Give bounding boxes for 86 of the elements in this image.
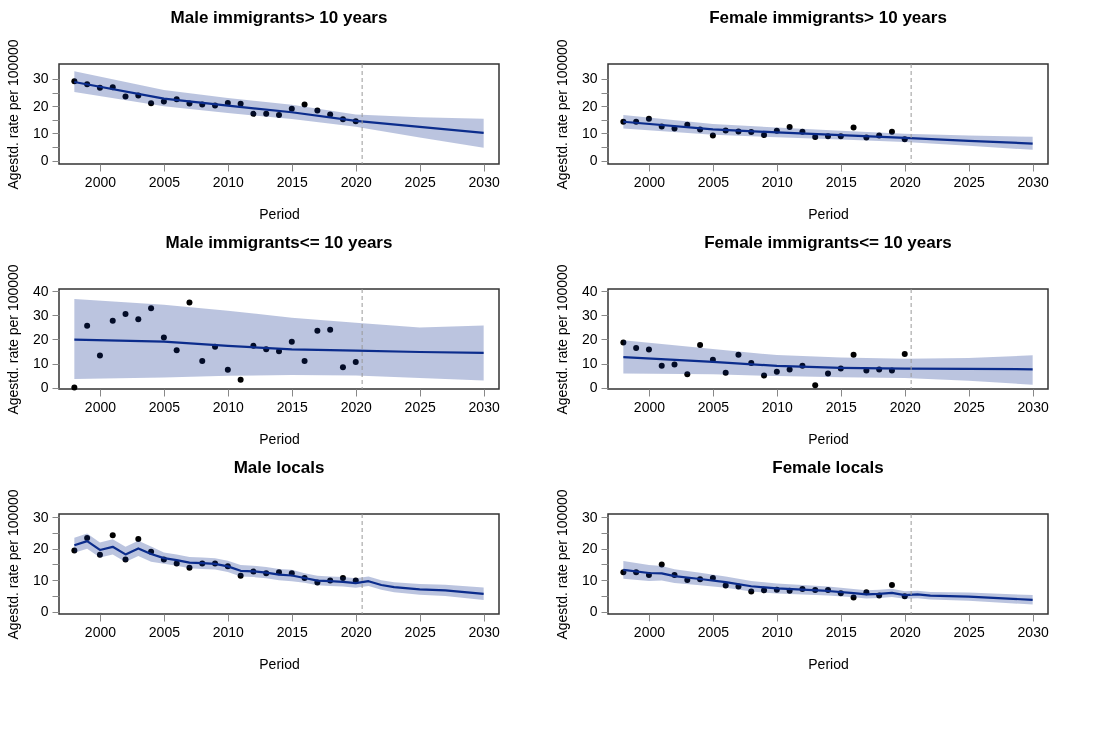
- y-axis-title: Agestd. rate per 100000: [4, 264, 21, 415]
- y-tick-label: 0: [40, 152, 49, 169]
- x-tick-label: 2005: [697, 623, 730, 640]
- y-tick-label: 20: [32, 540, 49, 557]
- x-tick-label: 2025: [404, 398, 436, 415]
- x-tick-label: 2000: [633, 173, 666, 190]
- y-tick-label: 30: [581, 70, 598, 87]
- x-tick-label: 2010: [212, 173, 245, 190]
- x-tick-label: 2030: [1017, 398, 1049, 415]
- y-tick-label: 30: [32, 306, 49, 323]
- y-tick-label: 0: [589, 152, 598, 169]
- x-axis-title: Period: [259, 430, 300, 447]
- x-tick-label: 2030: [1017, 623, 1049, 640]
- y-tick-label: 30: [581, 508, 598, 525]
- y-tick-label: 0: [40, 603, 49, 620]
- y-tick-label: 40: [581, 282, 598, 299]
- y-tick-label: 20: [32, 330, 49, 347]
- y-tick-label: 20: [32, 97, 49, 114]
- x-tick-label: 2020: [889, 623, 922, 640]
- x-tick-label: 2000: [633, 398, 666, 415]
- x-tick-label: 2030: [1017, 173, 1049, 190]
- x-tick-label: 2010: [212, 398, 245, 415]
- y-tick-label: 20: [581, 97, 598, 114]
- y-tick-label: 0: [40, 379, 49, 396]
- y-tick-label: 40: [32, 282, 49, 299]
- x-tick-label: 2000: [84, 398, 117, 415]
- x-tick-label: 2020: [889, 173, 922, 190]
- x-tick-label: 2005: [697, 398, 730, 415]
- x-axis-title: Period: [808, 430, 849, 447]
- x-tick-label: 2010: [761, 398, 794, 415]
- x-tick-label: 2020: [340, 398, 373, 415]
- y-tick-label: 30: [581, 306, 598, 323]
- x-tick-label: 2030: [468, 173, 500, 190]
- chart-title: Male immigrants> 10 years: [170, 7, 388, 27]
- x-axis-title: Period: [259, 205, 300, 222]
- y-tick-label: 0: [589, 603, 598, 620]
- y-axis-title: Agestd. rate per 100000: [553, 264, 570, 415]
- y-axis-title: Agestd. rate per 100000: [553, 489, 570, 640]
- x-axis-title: Period: [808, 205, 849, 222]
- chart-title: Female immigrants<= 10 years: [704, 232, 952, 252]
- y-tick-label: 10: [581, 571, 598, 588]
- y-tick-label: 10: [32, 355, 49, 372]
- y-tick-label: 20: [581, 540, 598, 557]
- x-tick-label: 2030: [468, 623, 500, 640]
- y-tick-label: 30: [32, 508, 49, 525]
- x-tick-label: 2025: [953, 623, 985, 640]
- chart-title: Female locals: [772, 457, 884, 477]
- chart-title: Female immigrants> 10 years: [709, 7, 947, 27]
- x-tick-label: 2015: [276, 623, 309, 640]
- x-tick-label: 2010: [761, 173, 794, 190]
- y-tick-label: 0: [589, 379, 598, 396]
- y-tick-label: 10: [581, 124, 598, 141]
- x-tick-label: 2005: [148, 173, 181, 190]
- chart-title: Male immigrants<= 10 years: [165, 232, 393, 252]
- x-tick-label: 2000: [84, 623, 117, 640]
- y-axis-title: Agestd. rate per 100000: [553, 39, 570, 190]
- x-tick-label: 2015: [825, 398, 858, 415]
- x-tick-label: 2030: [468, 398, 500, 415]
- x-tick-label: 2000: [84, 173, 117, 190]
- x-tick-label: 2025: [404, 173, 436, 190]
- x-tick-label: 2025: [404, 623, 436, 640]
- y-tick-label: 10: [32, 571, 49, 588]
- x-tick-label: 2015: [825, 623, 858, 640]
- y-tick-label: 10: [581, 355, 598, 372]
- x-tick-label: 2005: [148, 398, 181, 415]
- x-axis-title: Period: [808, 655, 849, 672]
- x-tick-label: 2015: [276, 173, 309, 190]
- x-tick-label: 2020: [340, 623, 373, 640]
- x-tick-label: 2015: [825, 173, 858, 190]
- x-tick-label: 2005: [697, 173, 730, 190]
- x-tick-label: 2010: [761, 623, 794, 640]
- x-axis-title: Period: [259, 655, 300, 672]
- x-tick-label: 2005: [148, 623, 181, 640]
- x-tick-label: 2010: [212, 623, 245, 640]
- y-tick-label: 20: [581, 330, 598, 347]
- y-axis-title: Agestd. rate per 100000: [4, 39, 21, 190]
- x-tick-label: 2000: [633, 623, 666, 640]
- chart-title: Male locals: [233, 457, 325, 477]
- y-tick-label: 30: [32, 70, 49, 87]
- x-tick-label: 2015: [276, 398, 309, 415]
- x-tick-label: 2020: [340, 173, 373, 190]
- x-tick-label: 2025: [953, 398, 985, 415]
- y-tick-label: 10: [32, 124, 49, 141]
- x-tick-label: 2020: [889, 398, 922, 415]
- y-axis-title: Agestd. rate per 100000: [4, 489, 21, 640]
- x-tick-label: 2025: [953, 173, 985, 190]
